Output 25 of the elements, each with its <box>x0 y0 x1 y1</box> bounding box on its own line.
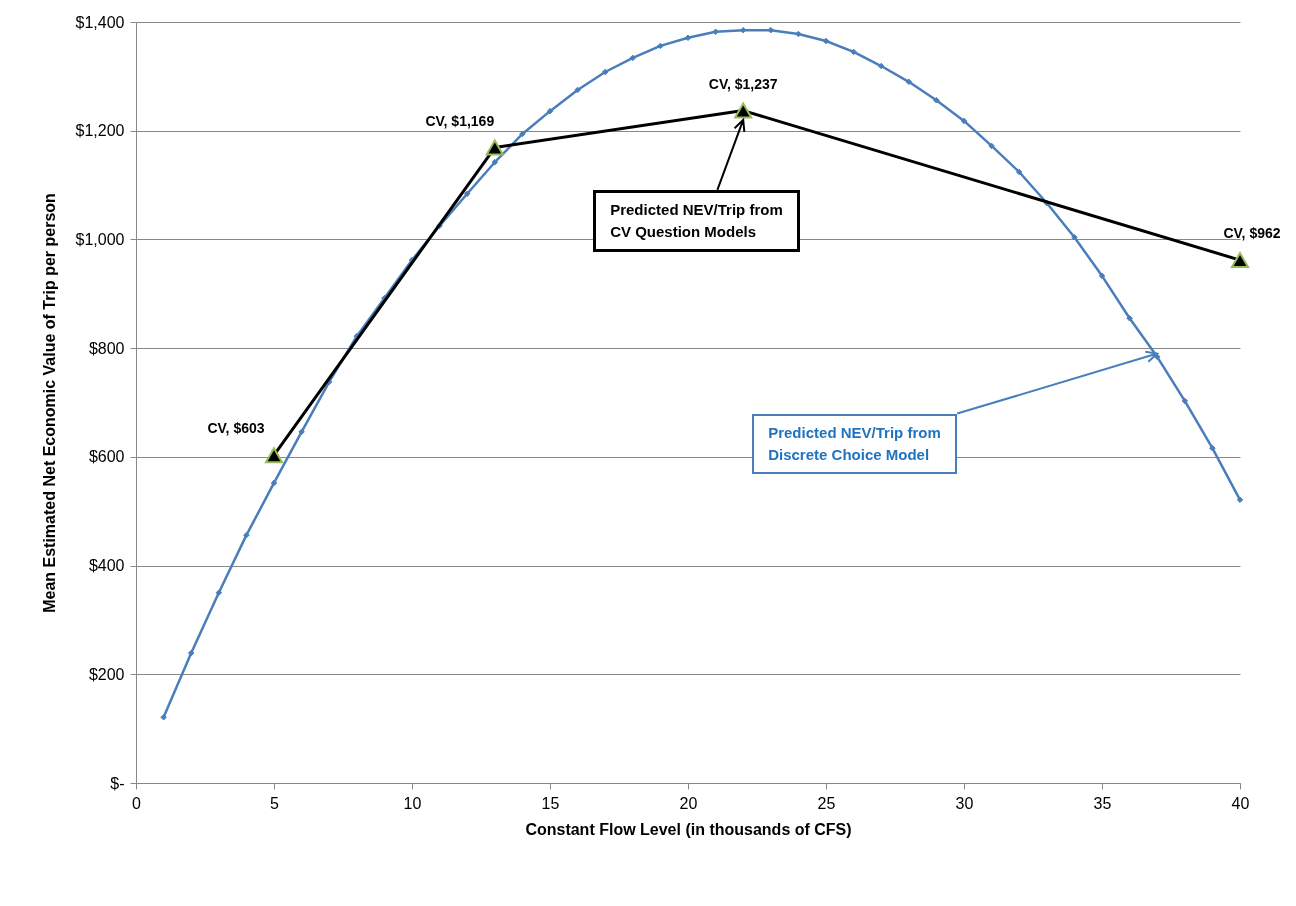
y-tick-label: $400 <box>88 557 125 575</box>
x-tick-label: 25 <box>817 794 836 812</box>
y-axis-title: Mean Estimated Net Economic Value of Trip per person <box>40 193 58 613</box>
y-tick-label: $1,400 <box>75 13 125 31</box>
y-tick-label: $1,200 <box>75 122 125 140</box>
annotation: Predicted NEV/Trip from Discrete Choice Model <box>752 413 957 474</box>
x-axis-title: Constant Flow Level (in thousands of CFS) <box>525 820 852 838</box>
y-tick-label: $1,000 <box>75 230 125 248</box>
x-tick-label: 35 <box>1093 794 1112 812</box>
x-tick-label: 40 <box>1231 794 1250 812</box>
x-tick-label: 5 <box>270 794 280 812</box>
x-tick-label: 0 <box>132 794 142 812</box>
data-label: CV, $1,169 <box>425 112 495 129</box>
y-tick-label: $200 <box>88 665 125 683</box>
x-tick-label: 10 <box>403 794 422 812</box>
data-label: CV, $962 <box>1223 225 1281 242</box>
x-tick-label: 20 <box>679 794 698 812</box>
x-tick-label: 30 <box>955 794 974 812</box>
data-label: CV, $1,237 <box>708 75 778 92</box>
y-tick-label: $- <box>110 774 125 792</box>
y-tick-label: $800 <box>88 339 125 357</box>
y-tick-label: $600 <box>88 448 125 466</box>
annotation: Predicted NEV/Trip from CV Question Models <box>593 189 800 252</box>
data-label: CV, $603 <box>207 420 265 437</box>
x-tick-label: 15 <box>541 794 560 812</box>
